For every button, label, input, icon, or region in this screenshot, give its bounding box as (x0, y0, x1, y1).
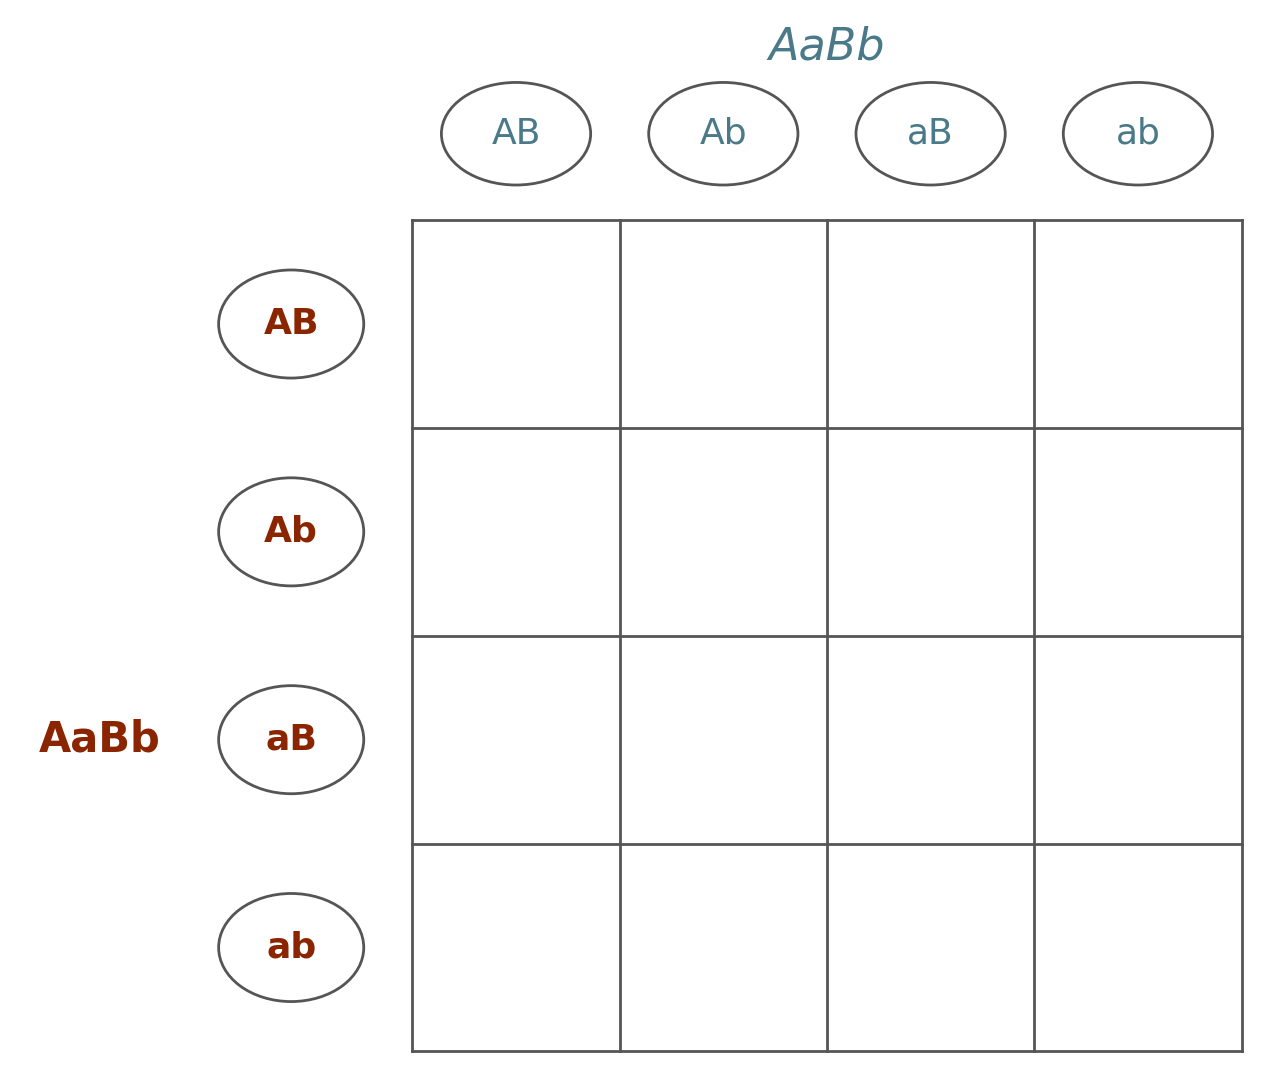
Text: aB: aB (908, 116, 954, 151)
Text: ab: ab (266, 930, 316, 965)
Text: AaBb: AaBb (769, 26, 885, 69)
Text: AB: AB (263, 307, 318, 341)
Text: AB: AB (492, 116, 541, 151)
Text: Ab: Ab (265, 515, 318, 548)
Text: AaBb: AaBb (39, 719, 160, 761)
Text: Ab: Ab (700, 116, 747, 151)
Text: ab: ab (1116, 116, 1161, 151)
Text: aB: aB (266, 722, 317, 756)
